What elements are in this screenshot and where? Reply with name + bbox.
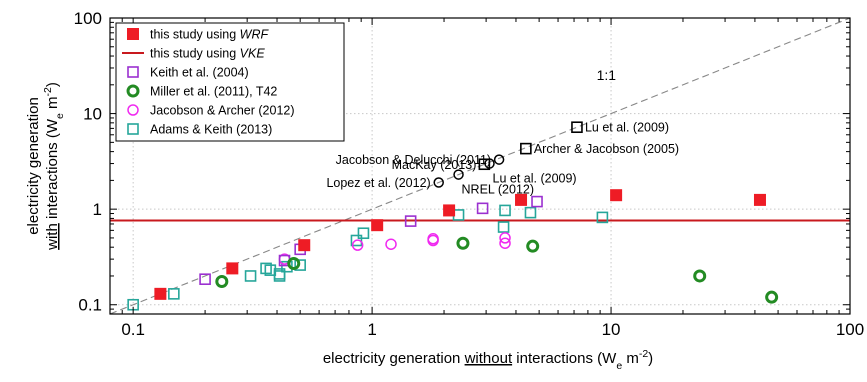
adams-point-2	[244, 270, 257, 282]
annotation-label-0: Lu et al. (2009)	[585, 121, 669, 135]
legend-marker-adams	[127, 123, 139, 135]
wrf-point-7	[753, 193, 766, 206]
literature-circle-2	[493, 154, 505, 165]
miller-point-3	[526, 239, 540, 253]
wrf-point-6	[610, 189, 623, 202]
legend-marker-jacobson_archer	[127, 104, 139, 116]
legend-label-adams: Adams & Keith (2013)	[150, 123, 272, 137]
adams-point-10	[357, 227, 370, 240]
jacobson_archer-point-4	[427, 233, 439, 245]
adams-point-12	[497, 221, 510, 233]
x-axis-label: electricity generation without interacti…	[323, 348, 653, 372]
adams-point-14	[524, 206, 537, 219]
jacobson_archer-point-6	[499, 232, 511, 244]
literature-circle-5	[453, 169, 464, 180]
literature-circle-4	[484, 158, 495, 169]
legend-symbol-wrf	[127, 28, 139, 40]
annotation-label-4: Lu et al. (2009)	[493, 172, 577, 186]
annotation-label-7: NREL (2012)	[462, 183, 535, 197]
annotation-label-3: MacKay (2013)	[392, 158, 477, 172]
legend-label-wrf: this study using WRF	[150, 28, 269, 42]
legend-box	[115, 22, 345, 142]
legend-symbol-adams	[127, 123, 139, 135]
annotation-label-2: Jacobson & Delucchi (2011)	[336, 153, 491, 167]
adams-point-6	[273, 268, 286, 280]
legend-marker-miller	[126, 84, 140, 98]
adams-point-8	[294, 259, 306, 271]
wrf-point-5	[515, 193, 528, 206]
legend-symbol-jacobson_archer	[127, 104, 139, 116]
miller-point-4	[693, 269, 707, 283]
keith-point-5	[531, 195, 543, 208]
adams-point-13	[499, 204, 511, 217]
y-axis-label-line2: with interactions (We m-2)	[42, 82, 66, 251]
jacobson_archer-point-2	[385, 238, 397, 250]
annotation-label-6: Lopez et al. (2012)	[326, 176, 430, 190]
legend-marker-keith	[127, 66, 139, 78]
legend-label-jacobson_archer: Jacobson & Archer (2012)	[150, 104, 295, 118]
miller-point-5	[765, 290, 779, 304]
keith-point-0	[199, 273, 211, 286]
adams-point-1	[168, 288, 180, 300]
series-miller	[215, 236, 779, 304]
legend-symbol-miller	[126, 84, 140, 98]
y-tick-label-1: 1	[93, 200, 102, 219]
legend: this study using WRF this study using VKE…	[115, 22, 345, 142]
miller-point-0	[215, 275, 229, 289]
axis-ticks	[109, 17, 851, 315]
y-axis-label-line1: electricity generation	[25, 97, 42, 235]
jacobson_archer-point-5	[499, 237, 511, 249]
x-tick-label-2: 10	[602, 320, 621, 339]
y-tick-label-3: 100	[74, 9, 102, 28]
literature-square-0	[571, 121, 583, 134]
y-tick-label-2: 10	[83, 105, 102, 124]
keith-point-3	[404, 215, 417, 227]
literature-annotations: Lu et al. (2009) Archer & Jacobson (2005)…	[326, 121, 679, 197]
annotation-label-1: Archer & Jacobson (2005)	[534, 142, 679, 156]
legend-symbol-keith	[127, 66, 139, 78]
jacobson_archer-point-1	[351, 239, 364, 251]
legend-marker-wrf	[127, 28, 139, 40]
wrf-point-1	[226, 262, 239, 275]
plot-content	[110, 18, 850, 314]
y-tick-label-0: 0.1	[78, 296, 102, 315]
series-jacobson_archer	[278, 232, 511, 265]
legend-label-vke: this study using VKE	[150, 47, 265, 61]
x-tick-label-3: 100	[836, 320, 864, 339]
adams-point-9	[350, 234, 363, 247]
x-tick-label-1: 1	[367, 320, 376, 339]
legend-label-keith: Keith et al. (2004)	[150, 66, 249, 80]
wrf-point-3	[371, 219, 384, 232]
literature-square-1	[520, 142, 532, 155]
series-wrf	[154, 189, 766, 300]
one-to-one-label: 1:1	[597, 67, 617, 83]
plot-frame	[109, 17, 851, 315]
x-tick-label-0: 0.1	[121, 320, 145, 339]
adams-point-15	[596, 211, 609, 224]
literature-circle-6	[433, 177, 444, 188]
series-adams	[127, 204, 609, 311]
literature-square-3	[478, 158, 491, 171]
miller-point-2	[456, 236, 470, 250]
wrf-point-4	[443, 204, 456, 217]
wrf-point-0	[154, 287, 167, 300]
legend-label-miller: Miller et al. (2011), T42	[150, 85, 277, 99]
miller-point-1	[287, 257, 301, 271]
wrf-point-2	[298, 239, 311, 252]
keith-point-4	[476, 202, 489, 215]
